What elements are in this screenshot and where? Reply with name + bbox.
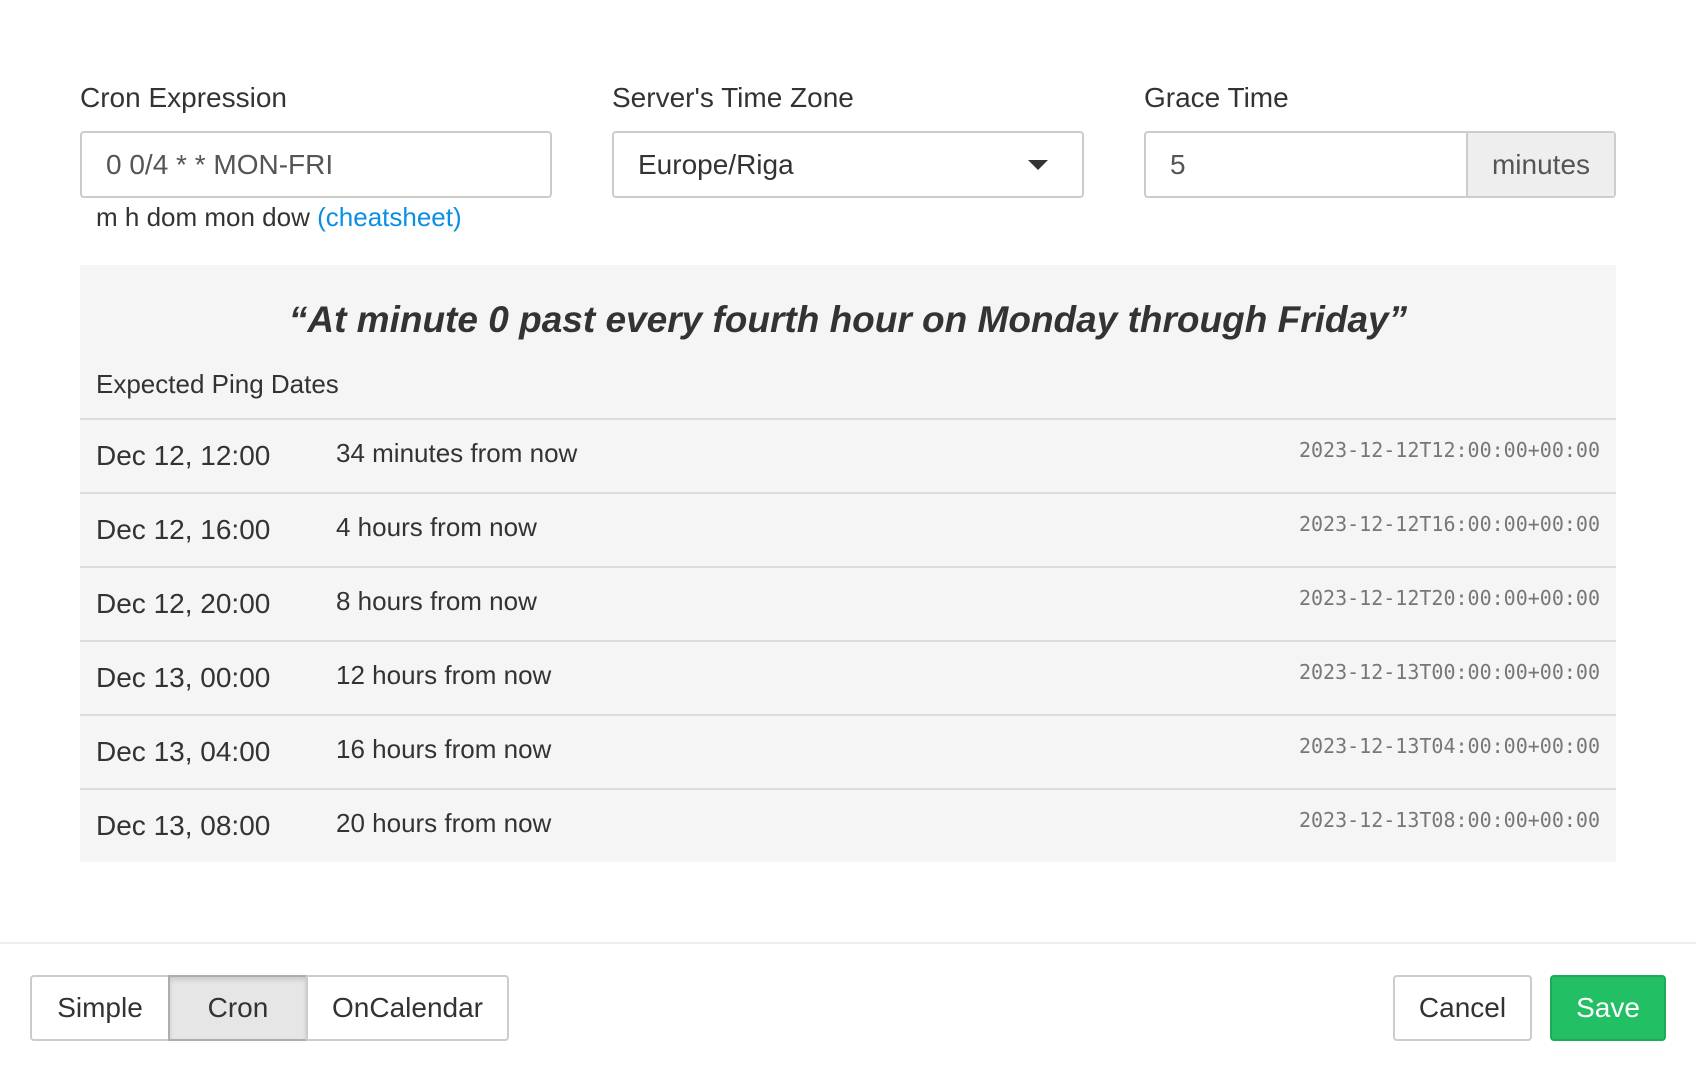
ping-relative-time: 4 hours from now <box>336 512 537 542</box>
ping-iso-timestamp: 2023-12-13T08:00:00+00:00 <box>1298 808 1600 832</box>
mode-oncalendar-button[interactable]: OnCalendar <box>306 975 509 1041</box>
grace-time-label: Grace Time <box>1144 82 1289 113</box>
mode-cron-button[interactable]: Cron <box>168 975 308 1041</box>
ping-dates-table: Dec 12, 12:00 34 minutes from now 2023-12-… <box>80 418 1616 862</box>
ping-iso-timestamp: 2023-12-13T04:00:00+00:00 <box>1298 734 1600 758</box>
ping-relative-time: 16 hours from now <box>336 734 552 764</box>
ping-date-row: Dec 12, 12:00 34 minutes from now 2023-12-… <box>80 418 1616 492</box>
ping-date-row: Dec 13, 00:00 12 hours from now 2023-12-13… <box>80 640 1616 714</box>
ping-iso-timestamp: 2023-12-13T00:00:00+00:00 <box>1298 660 1600 684</box>
timezone-value: Europe/Riga <box>638 148 794 180</box>
ping-date: Dec 12, 20:00 <box>96 588 271 619</box>
cheatsheet-link[interactable]: (cheatsheet) <box>317 202 462 232</box>
timezone-label: Server's Time Zone <box>612 82 854 113</box>
mode-simple-button[interactable]: Simple <box>30 975 170 1041</box>
ping-relative-time: 34 minutes from now <box>336 438 578 468</box>
ping-date: Dec 13, 00:00 <box>96 662 271 693</box>
cron-expression-input[interactable]: 0 0/4 * * MON-FRI <box>80 131 552 198</box>
save-button[interactable]: Save <box>1550 975 1666 1041</box>
footer-divider <box>0 942 1696 944</box>
expected-ping-dates-heading: Expected Ping Dates <box>96 369 339 399</box>
caret-down-icon <box>1028 160 1048 170</box>
ping-date: Dec 13, 04:00 <box>96 736 271 767</box>
ping-relative-time: 20 hours from now <box>336 808 552 838</box>
ping-iso-timestamp: 2023-12-12T20:00:00+00:00 <box>1298 586 1600 610</box>
ping-date-row: Dec 12, 20:00 8 hours from now 2023-12-12T… <box>80 566 1616 640</box>
ping-relative-time: 8 hours from now <box>336 586 537 616</box>
ping-date: Dec 13, 08:00 <box>96 810 271 841</box>
ping-iso-timestamp: 2023-12-12T12:00:00+00:00 <box>1298 438 1600 462</box>
grace-time-unit: minutes <box>1466 133 1614 196</box>
ping-date-row: Dec 12, 16:00 4 hours from now 2023-12-12T… <box>80 492 1616 566</box>
grace-time-value: 5 <box>1170 148 1186 180</box>
cron-expression-label: Cron Expression <box>80 82 287 113</box>
cancel-button[interactable]: Cancel <box>1393 975 1532 1041</box>
cron-preview-panel: “At minute 0 past every fourth hour on M… <box>80 265 1616 862</box>
ping-date: Dec 12, 12:00 <box>96 440 271 471</box>
cron-description: “At minute 0 past every fourth hour on M… <box>288 299 1408 340</box>
ping-date-row: Dec 13, 08:00 20 hours from now 2023-12-13… <box>80 788 1616 862</box>
cron-expression-value: 0 0/4 * * MON-FRI <box>106 148 334 180</box>
cron-hint: m h dom mon dow (cheatsheet) <box>96 202 462 233</box>
grace-time-input[interactable]: 5 minutes <box>1144 131 1616 198</box>
ping-iso-timestamp: 2023-12-12T16:00:00+00:00 <box>1298 512 1600 536</box>
ping-date-row: Dec 13, 04:00 16 hours from now 2023-12-13… <box>80 714 1616 788</box>
ping-relative-time: 12 hours from now <box>336 660 552 690</box>
ping-date: Dec 12, 16:00 <box>96 514 271 545</box>
timezone-select[interactable]: Europe/Riga <box>612 131 1084 198</box>
cron-hint-text: m h dom mon dow <box>96 202 310 232</box>
